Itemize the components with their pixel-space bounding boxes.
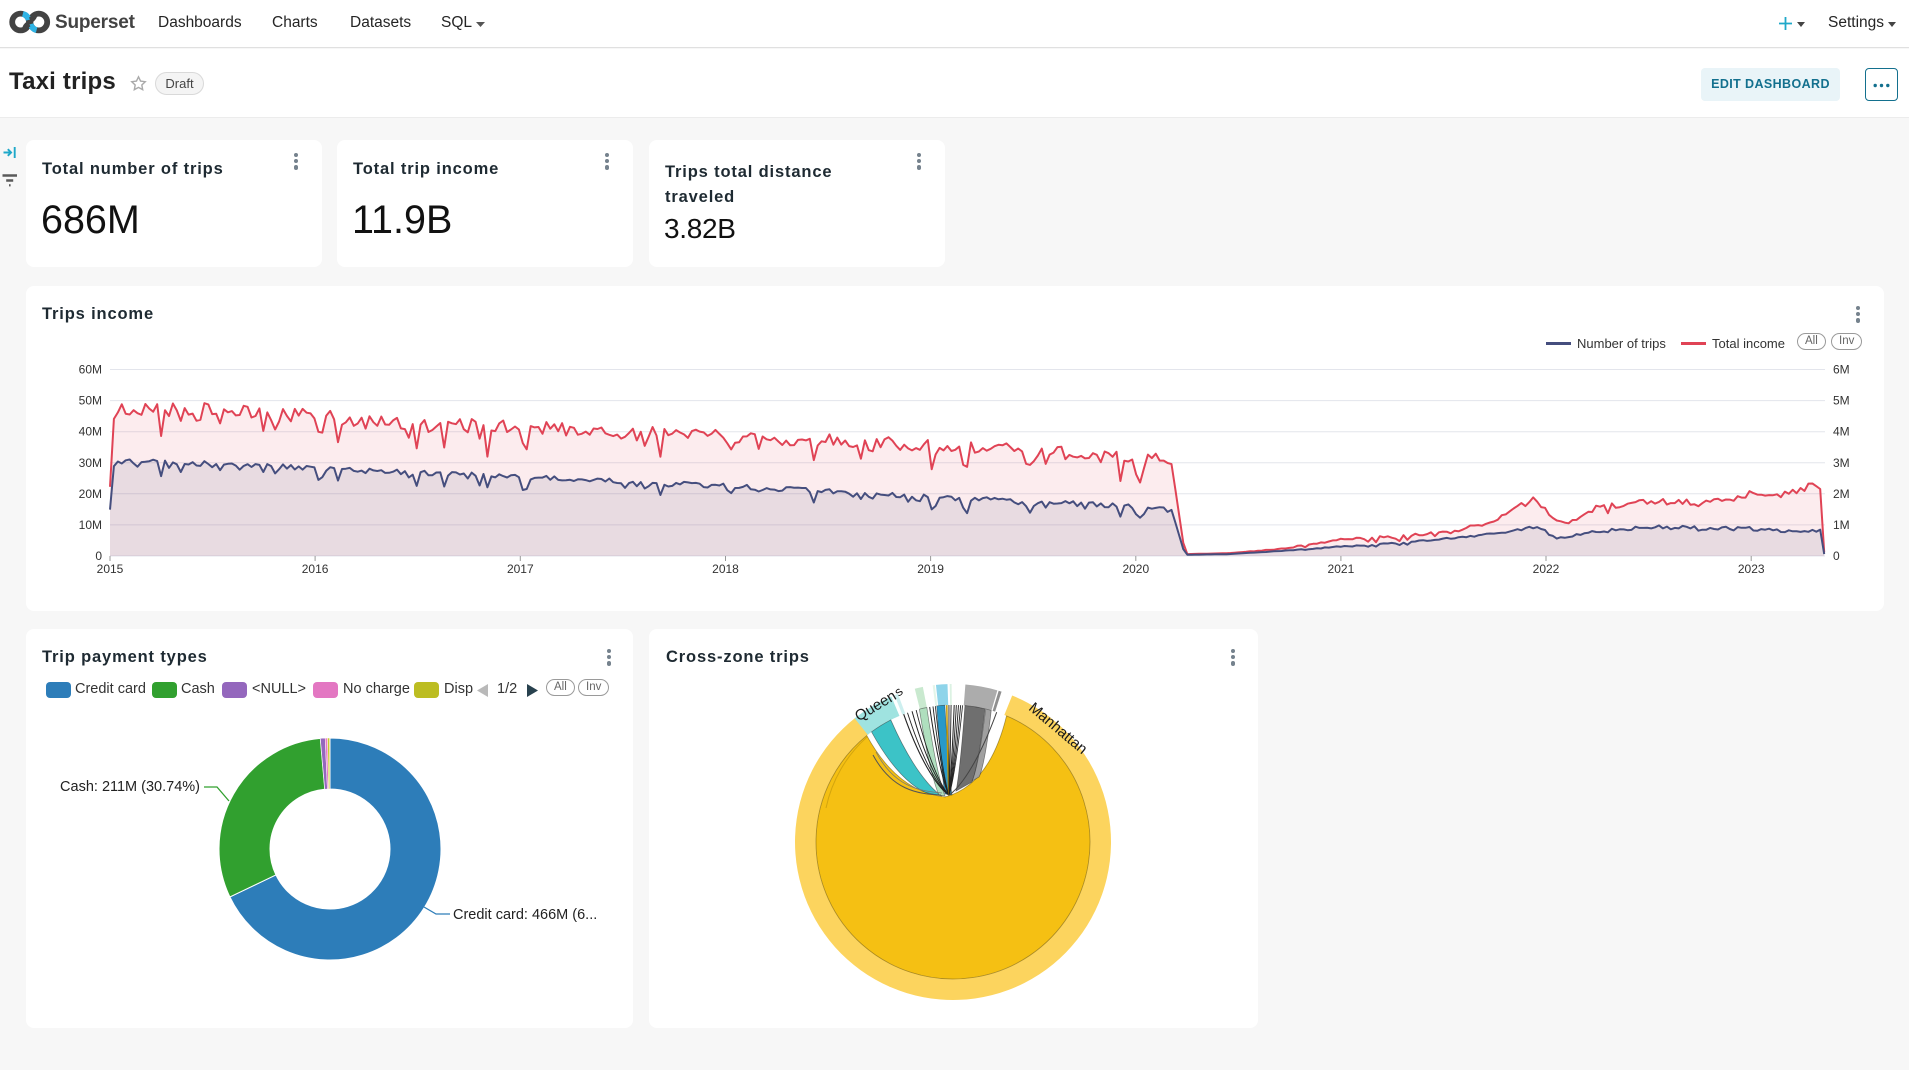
- svg-text:2019: 2019: [917, 562, 944, 576]
- svg-text:2022: 2022: [1533, 562, 1560, 576]
- svg-text:5M: 5M: [1833, 394, 1850, 408]
- svg-text:50M: 50M: [79, 394, 102, 408]
- svg-text:Cash: 211M (30.74%): Cash: 211M (30.74%): [60, 779, 200, 795]
- svg-text:2020: 2020: [1122, 562, 1149, 576]
- svg-text:10M: 10M: [79, 518, 102, 532]
- svg-text:2018: 2018: [712, 562, 739, 576]
- svg-text:40M: 40M: [79, 425, 102, 439]
- svg-text:6M: 6M: [1833, 363, 1850, 377]
- svg-text:2021: 2021: [1328, 562, 1355, 576]
- svg-text:30M: 30M: [79, 456, 102, 470]
- svg-text:2015: 2015: [97, 562, 124, 576]
- svg-text:0: 0: [95, 549, 102, 563]
- svg-text:0: 0: [1833, 549, 1840, 563]
- svg-text:20M: 20M: [79, 487, 102, 501]
- svg-text:60M: 60M: [79, 363, 102, 377]
- svg-text:2017: 2017: [507, 562, 534, 576]
- svg-text:2M: 2M: [1833, 487, 1850, 501]
- svg-text:4M: 4M: [1833, 425, 1850, 439]
- svg-text:3M: 3M: [1833, 456, 1850, 470]
- svg-text:1M: 1M: [1833, 518, 1850, 532]
- svg-text:Credit card: 466M (6...: Credit card: 466M (6...: [453, 907, 597, 923]
- svg-text:2016: 2016: [302, 562, 329, 576]
- svg-text:2023: 2023: [1738, 562, 1765, 576]
